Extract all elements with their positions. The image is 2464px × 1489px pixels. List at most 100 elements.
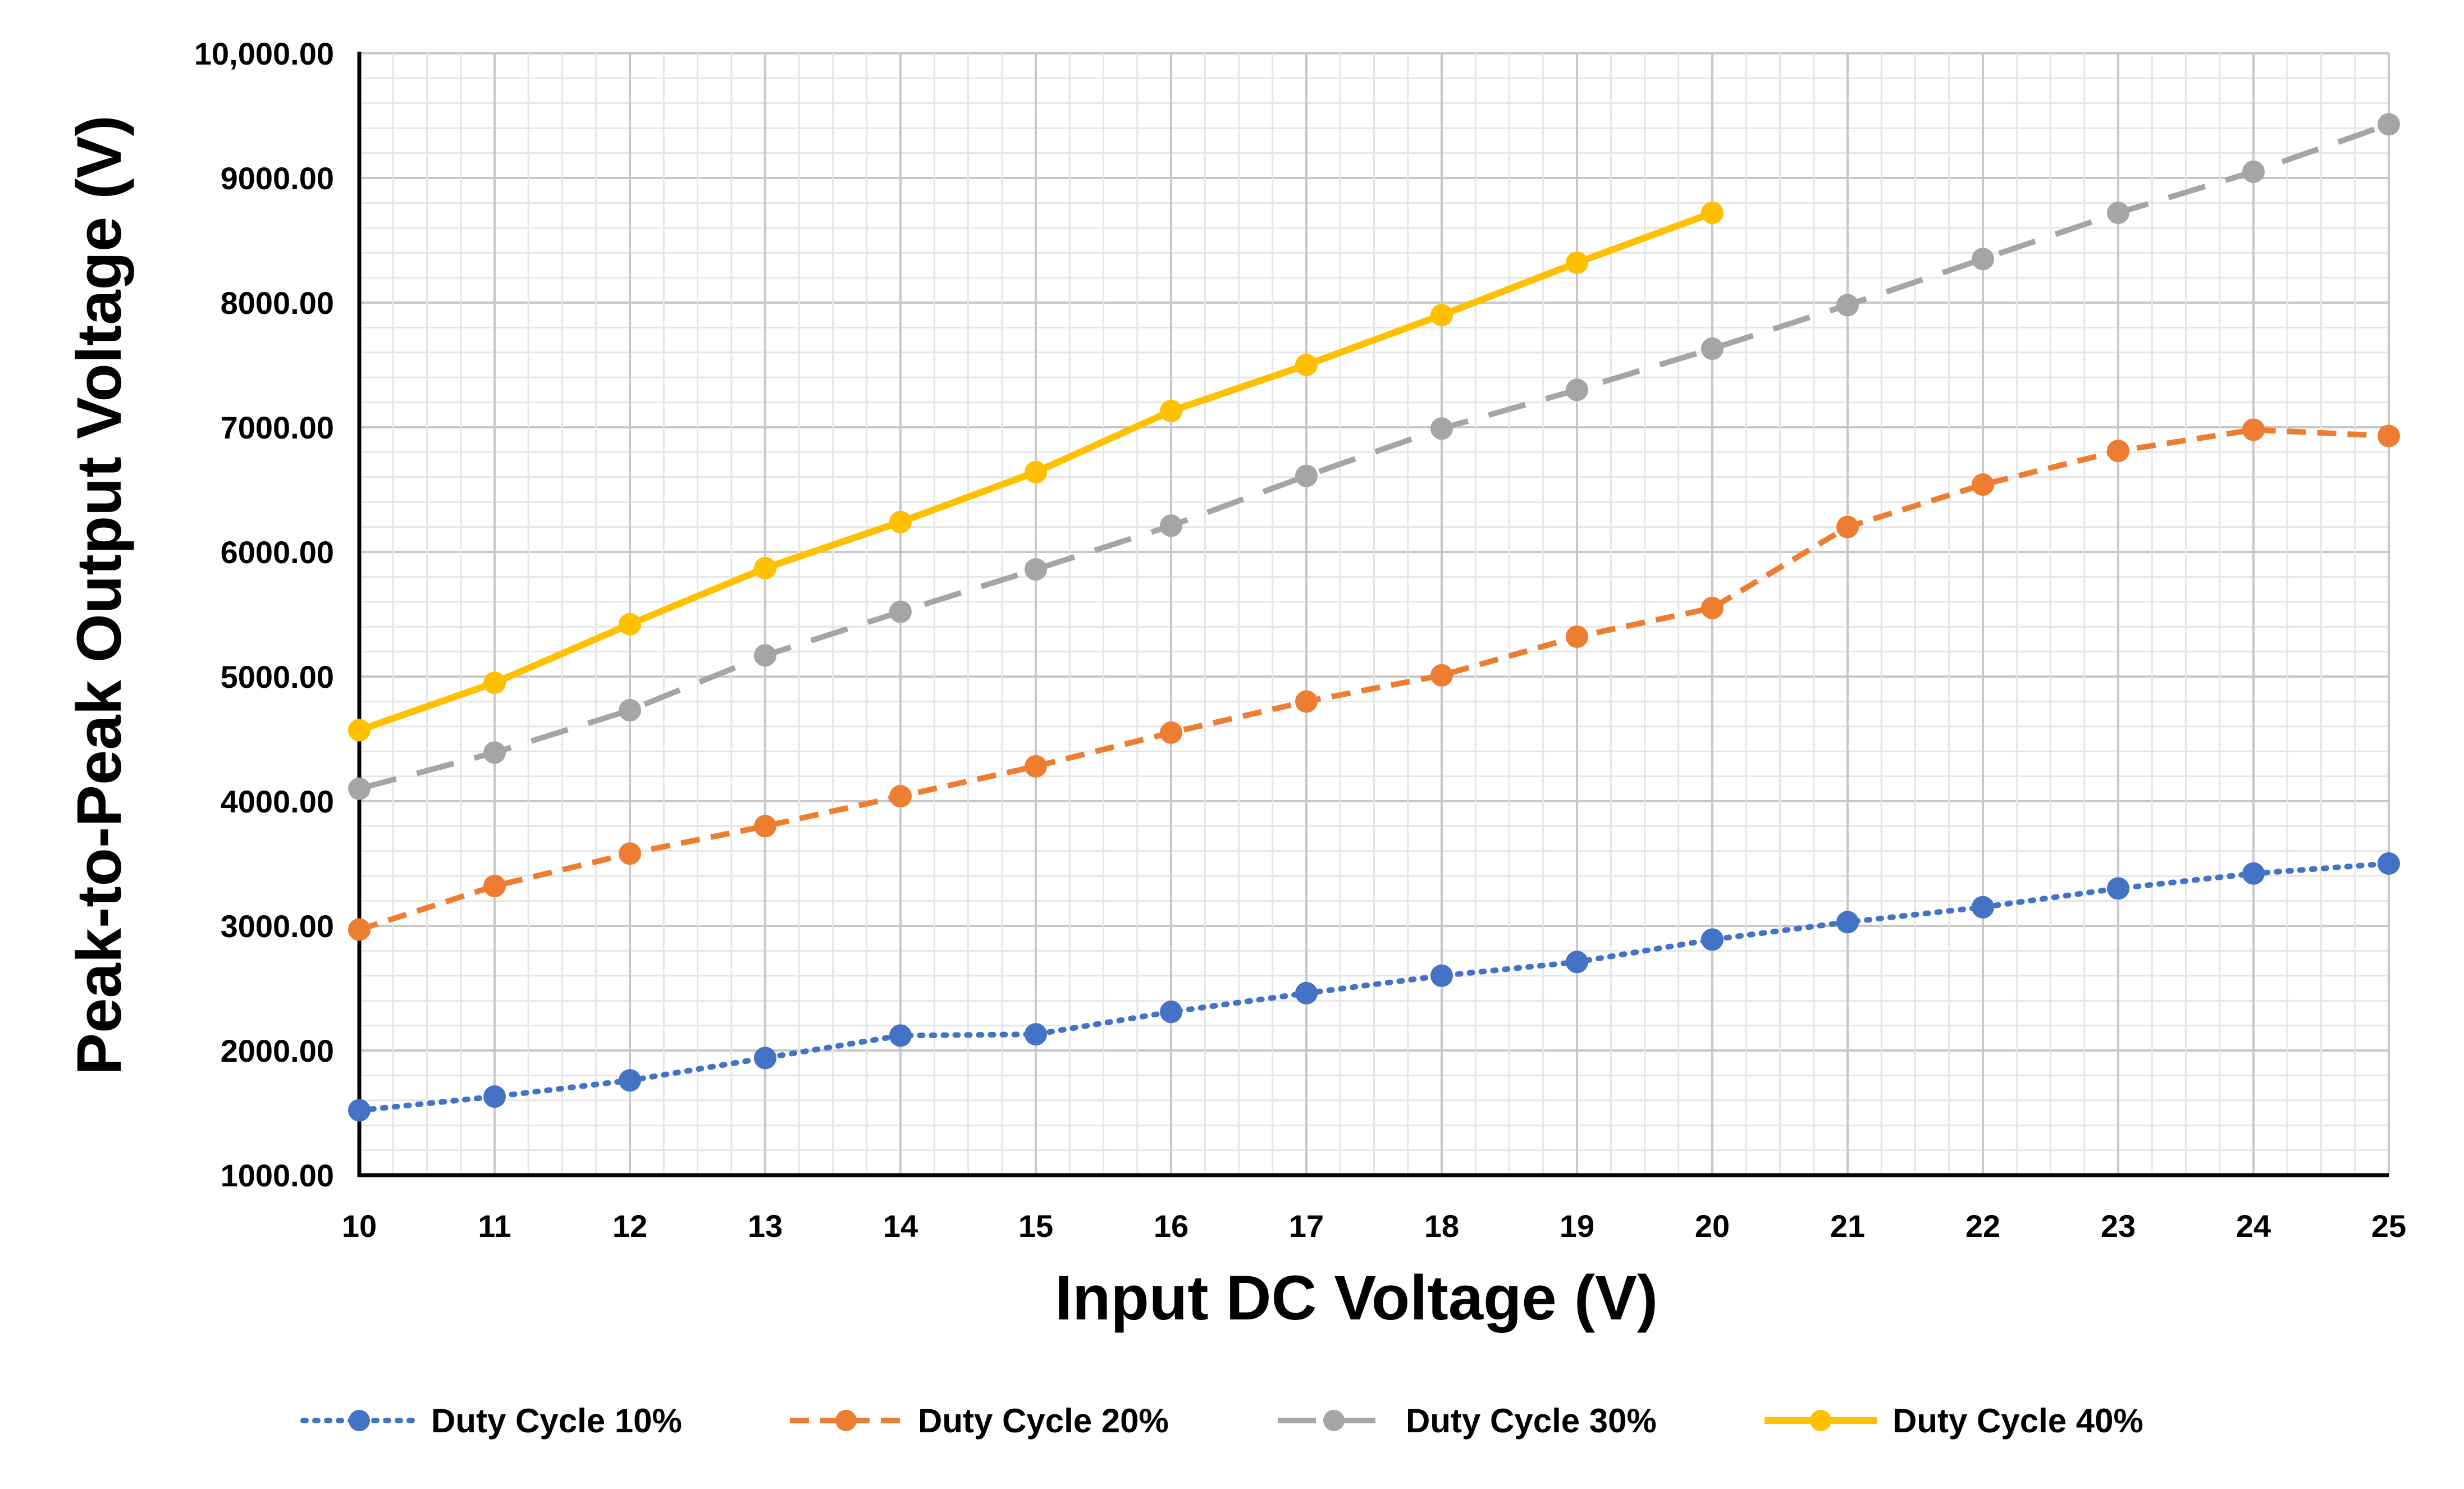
data-point [889,600,912,623]
series-line [358,427,2389,933]
data-point [1972,473,1994,496]
data-point [2378,424,2400,447]
data-point [348,719,371,742]
data-point [348,918,371,941]
y-tick-label: 7000.00 [221,410,334,445]
legend-marker [835,1410,857,1431]
y-tick-label: 10,000.00 [194,36,334,71]
data-point [1836,294,1859,317]
legend-item: Duty Cycle 20% [790,1402,1169,1440]
legend-label: Duty Cycle 30% [1406,1402,1657,1440]
series-2 [348,418,2400,941]
data-point [1025,460,1047,483]
x-tick-label: 10 [342,1208,377,1244]
legend-item: Duty Cycle 40% [1764,1402,2143,1440]
x-tick-label: 17 [1289,1208,1324,1244]
data-point [1025,1023,1047,1046]
data-point [483,1085,506,1108]
legend-label: Duty Cycle 10% [431,1402,682,1440]
y-tick-label: 3000.00 [221,908,334,944]
y-tick-label: 6000.00 [221,535,334,570]
tick-labels: 1000.00 2000.00 3000.00 4000.00 5000.00 6000.… [194,36,2406,1244]
data-point [1295,690,1318,713]
x-tick-label: 18 [1424,1208,1459,1244]
data-point [1025,755,1047,778]
data-point [1972,248,1994,271]
x-tick-label: 16 [1154,1208,1188,1244]
data-point [619,613,641,636]
legend-label: Duty Cycle 20% [918,1402,1169,1440]
y-tick-label: 4000.00 [221,784,334,819]
legend-item: Duty Cycle 30% [1278,1402,1657,1440]
data-point [1701,202,1724,225]
data-point [2242,160,2265,183]
data-point [2107,877,2129,900]
data-point [348,777,371,800]
legend-marker [1810,1410,1831,1431]
data-point [1566,625,1588,648]
axes [357,52,2389,1177]
y-tick-label: 5000.00 [221,659,334,695]
y-tick-label: 9000.00 [221,161,334,196]
data-point [1295,981,1318,1004]
data-point [1972,896,1994,919]
x-tick-label: 20 [1695,1208,1730,1244]
x-tick-label: 23 [2101,1208,2136,1244]
data-point [483,672,506,695]
data-point [1701,596,1724,619]
y-tick-label: 8000.00 [221,285,334,321]
legend-marker [1323,1410,1345,1431]
y-tick-label: 1000.00 [221,1158,334,1193]
data-point [1160,400,1182,423]
data-point [348,1099,371,1122]
data-point [619,698,641,721]
x-tick-label: 15 [1018,1208,1053,1244]
series-1 [348,852,2400,1122]
data-point [1430,664,1453,687]
data-point [2107,202,2129,225]
data-point [1295,354,1318,376]
x-tick-label: 14 [883,1208,918,1244]
x-axis-title: Input DC Voltage (V) [1055,1263,1658,1333]
x-tick-label: 22 [1965,1208,2000,1244]
data-point [2242,418,2265,441]
data-point [1160,514,1182,537]
data-point [1566,951,1588,974]
legend-marker [349,1410,370,1431]
data-point [889,1024,912,1047]
data-point [619,1069,641,1092]
x-tick-label: 12 [612,1208,647,1244]
x-tick-label: 13 [748,1208,783,1244]
x-tick-label: 19 [1560,1208,1594,1244]
data-point [1701,337,1724,360]
x-tick-label: 25 [2371,1208,2406,1244]
data-point [2242,862,2265,885]
y-tick-label: 2000.00 [221,1033,334,1068]
x-tick-label: 24 [2236,1208,2271,1244]
data-point [1160,1001,1182,1024]
y-axis-title: Peak-to-Peak Output Voltage (V) [64,115,134,1075]
data-point [2378,852,2400,875]
x-tick-label: 11 [478,1208,511,1244]
data-point [889,510,912,533]
series-line [356,861,2392,1113]
data-point [1430,964,1453,987]
data-point [619,842,641,865]
data-point [1566,378,1588,401]
data-point [1701,928,1724,951]
data-point [1430,417,1453,440]
data-point [1025,558,1047,581]
data-point [1836,515,1859,538]
data-point [2378,113,2400,136]
data-point [483,741,506,764]
series-4 [348,202,1724,742]
series-group [348,113,2400,1122]
grid [358,52,2390,1176]
series-3 [348,113,2400,800]
data-point [754,644,776,667]
data-point [754,556,776,579]
legend: Duty Cycle 10% Duty Cycle 20% Duty Cycle 3… [300,1402,2143,1440]
data-point [1430,304,1453,327]
